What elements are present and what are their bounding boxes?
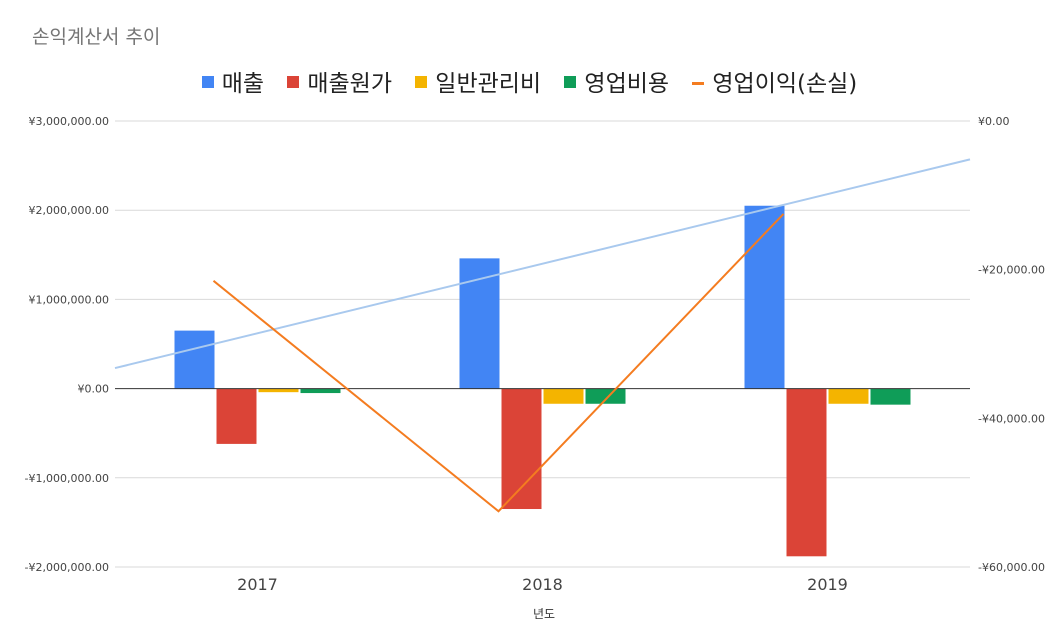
- trendline: [114, 158, 971, 370]
- y-tick-label: ¥1,000,000.00: [29, 293, 109, 306]
- legend-item-operating-expense[interactable]: 영업비용: [564, 64, 669, 98]
- chart-title: 손익계산서 추이: [32, 26, 161, 48]
- bar-영업비용-2019[interactable]: [870, 388, 911, 405]
- x-axis-label: 년도: [533, 607, 555, 621]
- bar-매출원가-2017[interactable]: [216, 388, 257, 444]
- bar-일반관리비-2017[interactable]: [258, 388, 299, 393]
- legend-item-sales[interactable]: 매출: [201, 64, 265, 98]
- bar-영업비용-2017[interactable]: [300, 388, 341, 394]
- line-series-영업이익(손실)[interactable]: [212, 213, 785, 513]
- legend-item-cost-of-sales[interactable]: 매출원가: [287, 64, 392, 98]
- bar-매출-2017[interactable]: [174, 330, 215, 389]
- legend-label-operating-income: 영업이익(손실): [712, 71, 858, 97]
- legend-label-sales: 매출: [221, 71, 265, 97]
- x-tick-label: 2019: [807, 575, 848, 594]
- y2-tick-label: -¥40,000.00: [978, 412, 1045, 425]
- y-tick-label: ¥0.00: [78, 383, 110, 396]
- legend-label-admin-expense: 일반관리비: [435, 71, 542, 97]
- y-tick-label: -¥1,000,000.00: [25, 472, 109, 485]
- legend-label-operating-expense: 영업비용: [584, 71, 670, 97]
- legend-swatch-operating-income: [692, 82, 705, 85]
- bar-일반관리비-2019[interactable]: [828, 388, 869, 404]
- x-tick-label: 2018: [522, 575, 563, 594]
- y-tick-label: ¥2,000,000.00: [29, 204, 109, 217]
- bar-일반관리비-2018[interactable]: [543, 388, 584, 404]
- legend: 매출 매출원가 일반관리비 영업비용 영업이익(손실): [0, 64, 1059, 98]
- y2-tick-label: ¥0.00: [978, 115, 1010, 128]
- legend-item-operating-income[interactable]: 영업이익(손실): [692, 64, 857, 98]
- legend-label-cost-of-sales: 매출원가: [307, 71, 392, 97]
- y2-tick-label: -¥60,000.00: [978, 561, 1045, 574]
- legend-item-admin-expense[interactable]: 일반관리비: [415, 64, 541, 98]
- x-tick-label: 2017: [237, 575, 278, 594]
- y-tick-label: -¥2,000,000.00: [25, 561, 109, 574]
- y-tick-label: ¥3,000,000.00: [29, 115, 109, 128]
- bar-매출-2018[interactable]: [459, 258, 500, 389]
- bar-매출-2019[interactable]: [744, 205, 785, 389]
- bar-매출원가-2018[interactable]: [501, 388, 542, 510]
- bar-영업비용-2018[interactable]: [585, 388, 626, 404]
- legend-swatch-sales: [201, 76, 214, 88]
- y2-tick-label: -¥20,000.00: [978, 264, 1045, 277]
- legend-swatch-admin-expense: [415, 76, 428, 88]
- bar-매출원가-2019[interactable]: [786, 388, 827, 557]
- legend-swatch-cost-of-sales: [287, 76, 300, 88]
- legend-swatch-operating-expense: [564, 76, 577, 88]
